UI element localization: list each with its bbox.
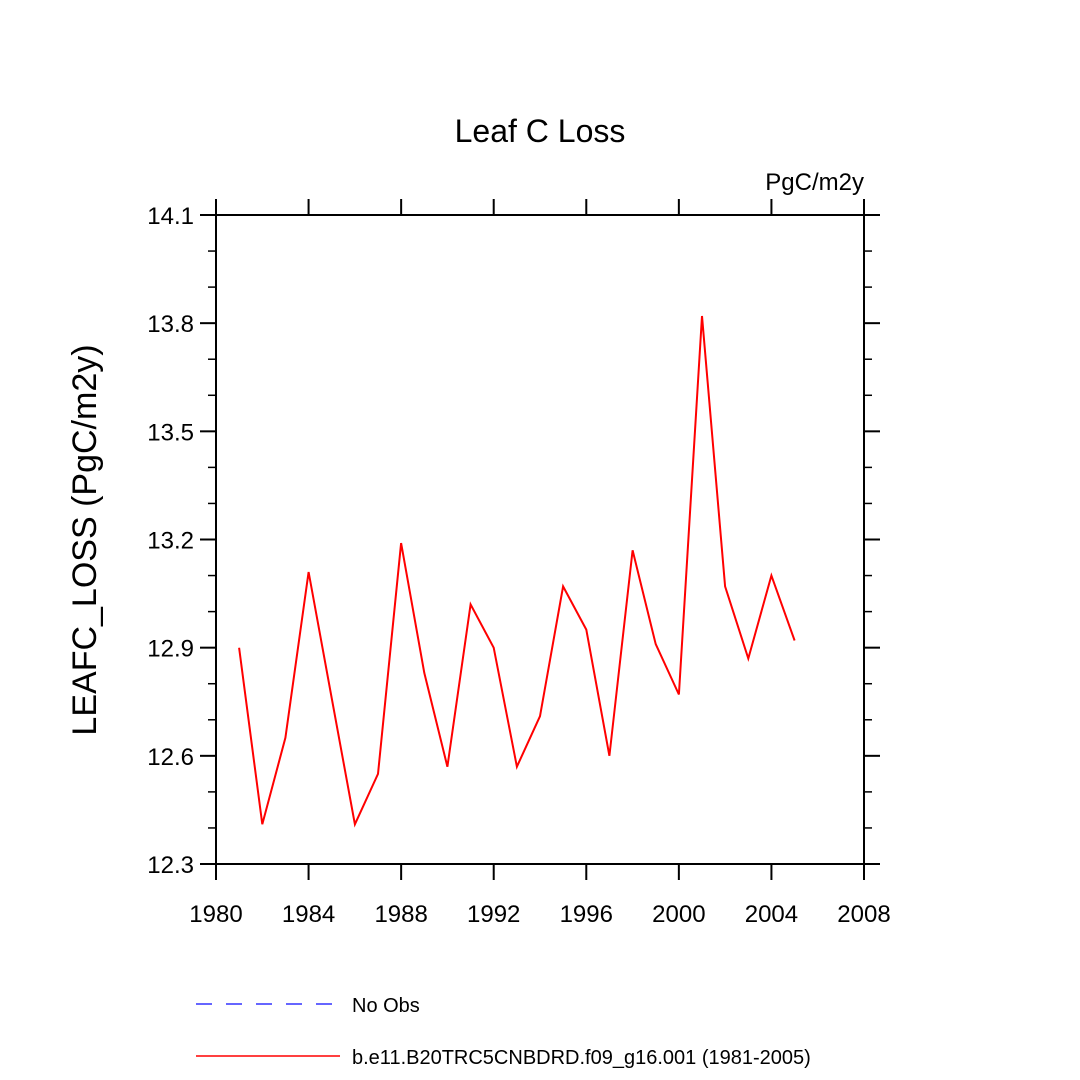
legend: No Obs b.e11.B20TRC5CNBDRD.f09_g16.001 (1… [196,995,811,1069]
y-tick-label: 13.2 [147,528,194,555]
y-tick-label: 13.8 [147,311,194,338]
x-tick-label: 2008 [837,901,890,928]
x-tick-label: 2004 [745,901,798,928]
x-tick-label: 1996 [560,901,613,928]
y-tick-label: 14.1 [147,203,194,230]
y-tick-label: 12.3 [147,852,194,879]
legend-label-1: b.e11.B20TRC5CNBDRD.f09_g16.001 (1981-20… [352,1047,811,1069]
chart-title: Leaf C Loss [455,113,626,149]
x-tick-label: 1984 [282,901,335,928]
y-axis-label: LEAFC_LOSS (PgC/m2y) [66,344,104,735]
plot-frame [215,214,865,865]
y-tick-label: 12.6 [147,744,194,771]
y-tick-label: 12.9 [147,636,194,663]
x-tick-label: 1992 [467,901,520,928]
units-label: PgC/m2y [765,169,864,196]
y-tick-label: 13.5 [147,419,194,446]
series-layer [238,315,796,828]
series-line-1 [238,315,796,828]
plot-axes: 1980 1984 1988 1992 1996 2000 2004 2008 12.3 12.6… [147,199,891,928]
x-tick-label: 2000 [652,901,705,928]
x-tick-label: 1980 [189,901,242,928]
legend-label-0: No Obs [352,995,420,1017]
x-tick-label: 1988 [374,901,427,928]
